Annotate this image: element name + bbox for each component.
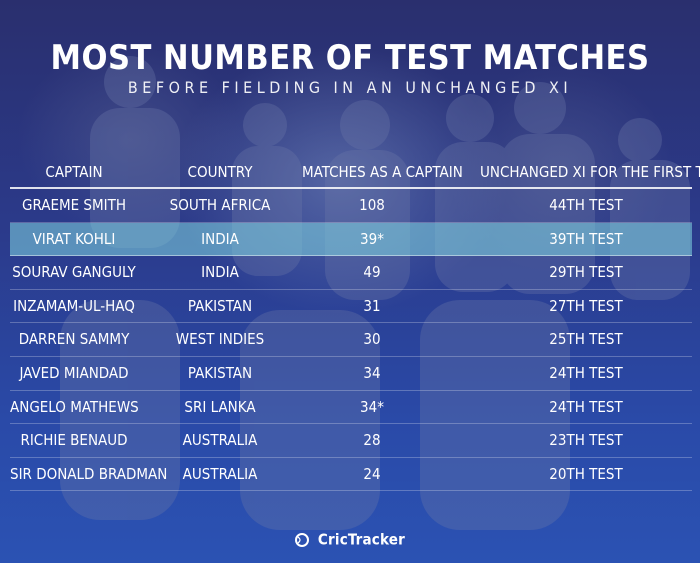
matches-cell: 34*	[360, 397, 384, 416]
unchanged-cell: 25TH TEST	[549, 330, 623, 349]
country-cell: INDIA	[201, 229, 239, 248]
unchanged-cell: 27TH TEST	[549, 296, 623, 315]
country-cell: AUSTRALIA	[182, 464, 258, 483]
matches-cell: 108	[359, 196, 385, 214]
captain-cell: RICHIE BENAUD	[20, 431, 128, 450]
column-header-matches: MATCHES AS A CAPTAIN	[302, 163, 463, 181]
country-cell: SOUTH AFRICA	[169, 196, 271, 214]
unchanged-cell: 20TH TEST	[549, 464, 623, 483]
column-header-unchanged: UNCHANGED XI FOR THE FIRST TIME	[480, 163, 700, 181]
country-cell: SRI LANKA	[184, 397, 256, 416]
table-row: JAVED MIANDAD PAKISTAN 34 24TH TEST	[10, 357, 692, 391]
unchanged-cell: 29TH TEST	[549, 263, 623, 282]
matches-cell: 30	[363, 330, 381, 349]
matches-cell: 39*	[360, 229, 384, 248]
matches-cell: 24	[363, 464, 381, 483]
captain-cell: DARREN SAMMY	[18, 330, 130, 349]
table-row: INZAMAM-UL-HAQ PAKISTAN 31 27TH TEST	[10, 290, 692, 324]
unchanged-cell: 39TH TEST	[549, 229, 623, 248]
table-row: ANGELO MATHEWS SRI LANKA 34* 24TH TEST	[10, 391, 692, 425]
unchanged-cell: 23TH TEST	[549, 431, 623, 450]
column-header-country: COUNTRY	[187, 163, 253, 181]
logo-text: CricTracker	[317, 530, 405, 549]
matches-cell: 28	[363, 431, 381, 450]
captain-cell: INZAMAM-UL-HAQ	[13, 296, 135, 315]
captain-cell: SIR DONALD BRADMAN	[10, 464, 168, 483]
table-body: GRAEME SMITH SOUTH AFRICA 108 44TH TEST …	[10, 189, 692, 492]
table-row-highlighted: VIRAT KOHLI INDIA 39* 39TH TEST	[10, 222, 692, 257]
cricket-ball-icon	[295, 532, 309, 547]
unchanged-cell: 24TH TEST	[549, 397, 623, 416]
country-cell: PAKISTAN	[187, 363, 253, 382]
captain-cell: ANGELO MATHEWS	[10, 397, 139, 416]
matches-cell: 49	[363, 263, 381, 282]
country-cell: WEST INDIES	[175, 330, 265, 349]
chart-subtitle: BEFORE FIELDING IN AN UNCHANGED XI	[127, 78, 573, 97]
table-row: SIR DONALD BRADMAN AUSTRALIA 24 20TH TES…	[10, 458, 692, 492]
country-cell: INDIA	[201, 263, 239, 282]
brand-logo: CricTracker	[0, 530, 700, 549]
captain-cell: GRAEME SMITH	[21, 196, 127, 214]
matches-cell: 31	[363, 296, 381, 315]
column-header-captain: CAPTAIN	[45, 163, 103, 181]
captain-cell: VIRAT KOHLI	[32, 229, 116, 248]
chart-title: MOST NUMBER OF TEST MATCHES	[50, 38, 650, 78]
table-row: DARREN SAMMY WEST INDIES 30 25TH TEST	[10, 323, 692, 357]
country-cell: AUSTRALIA	[182, 431, 258, 450]
table-row: SOURAV GANGULY INDIA 49 29TH TEST	[10, 256, 692, 290]
country-cell: PAKISTAN	[187, 296, 253, 315]
table-row: GRAEME SMITH SOUTH AFRICA 108 44TH TEST	[10, 189, 692, 223]
matches-cell: 34	[363, 363, 381, 382]
header-divider	[10, 187, 692, 189]
captain-cell: JAVED MIANDAD	[19, 363, 129, 382]
captain-cell: SOURAV GANGULY	[12, 263, 136, 282]
table-header: CAPTAIN COUNTRY MATCHES AS A CAPTAIN UNC…	[10, 160, 700, 184]
unchanged-cell: 44TH TEST	[549, 196, 623, 214]
table-row: RICHIE BENAUD AUSTRALIA 28 23TH TEST	[10, 424, 692, 458]
unchanged-cell: 24TH TEST	[549, 363, 623, 382]
